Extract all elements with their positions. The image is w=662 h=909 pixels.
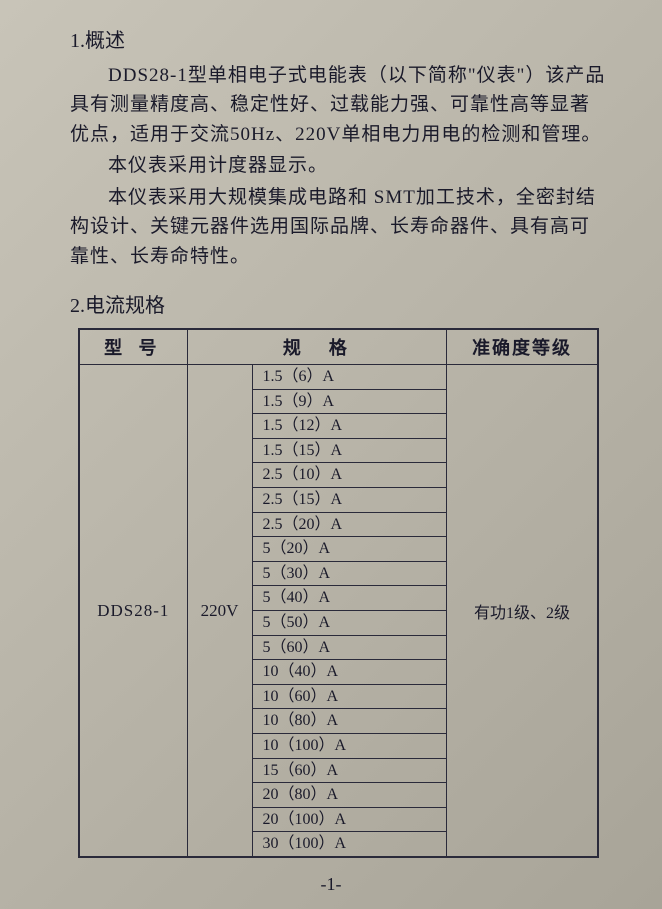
cell-currents: 1.5（6）A1.5（9）A1.5（12）A1.5（15）A2.5（10）A2.…: [252, 365, 447, 857]
current-row: 5（50）A: [253, 611, 447, 636]
current-row: 20（80）A: [253, 783, 447, 808]
section2-heading: 2.电流规格: [70, 289, 607, 318]
current-row: 10（100）A: [253, 734, 447, 759]
cell-voltage: 220V: [187, 365, 252, 857]
current-row: 1.5（12）A: [253, 414, 447, 439]
current-row: 10（40）A: [253, 660, 447, 685]
current-row: 5（30）A: [253, 562, 447, 587]
current-row: 30（100）A: [253, 832, 447, 856]
cell-accuracy: 有功1级、2级: [447, 365, 598, 857]
current-row: 1.5（15）A: [253, 439, 447, 464]
current-row: 5（40）A: [253, 586, 447, 611]
section1-para2: 本仪表采用计度器显示。: [70, 151, 607, 180]
current-row: 15（60）A: [253, 759, 447, 784]
section1-para3: 本仪表采用大规模集成电路和 SMT加工技术，全密封结构设计、关键元器件选用国际品…: [70, 183, 607, 271]
header-accuracy: 准确度等级: [447, 329, 598, 365]
current-row: 1.5（6）A: [253, 365, 447, 390]
current-row: 10（80）A: [253, 709, 447, 734]
current-row: 1.5（9）A: [253, 390, 447, 415]
current-row: 2.5（15）A: [253, 488, 447, 513]
current-row: 10（60）A: [253, 685, 447, 710]
current-row: 5（20）A: [253, 537, 447, 562]
cell-model: DDS28-1: [79, 365, 187, 857]
current-row: 2.5（10）A: [253, 463, 447, 488]
current-row: 2.5（20）A: [253, 513, 447, 538]
current-row: 20（100）A: [253, 808, 447, 833]
spec-table: 型 号 规格 准确度等级 DDS28-1 220V 1.5（6）A1.5（9）A…: [78, 328, 599, 858]
header-spec: 规格: [187, 329, 447, 365]
currents-list: 1.5（6）A1.5（9）A1.5（12）A1.5（15）A2.5（10）A2.…: [253, 365, 447, 856]
section1-para1: DDS28-1型单相电子式电能表（以下简称"仪表"）该产品具有测量精度高、稳定性…: [70, 61, 607, 149]
spec-table-wrap: 型 号 规格 准确度等级 DDS28-1 220V 1.5（6）A1.5（9）A…: [78, 328, 599, 858]
section1-heading: 1.概述: [70, 24, 607, 53]
page-number: -1-: [0, 874, 662, 895]
current-row: 5（60）A: [253, 636, 447, 661]
header-model: 型 号: [79, 329, 187, 365]
